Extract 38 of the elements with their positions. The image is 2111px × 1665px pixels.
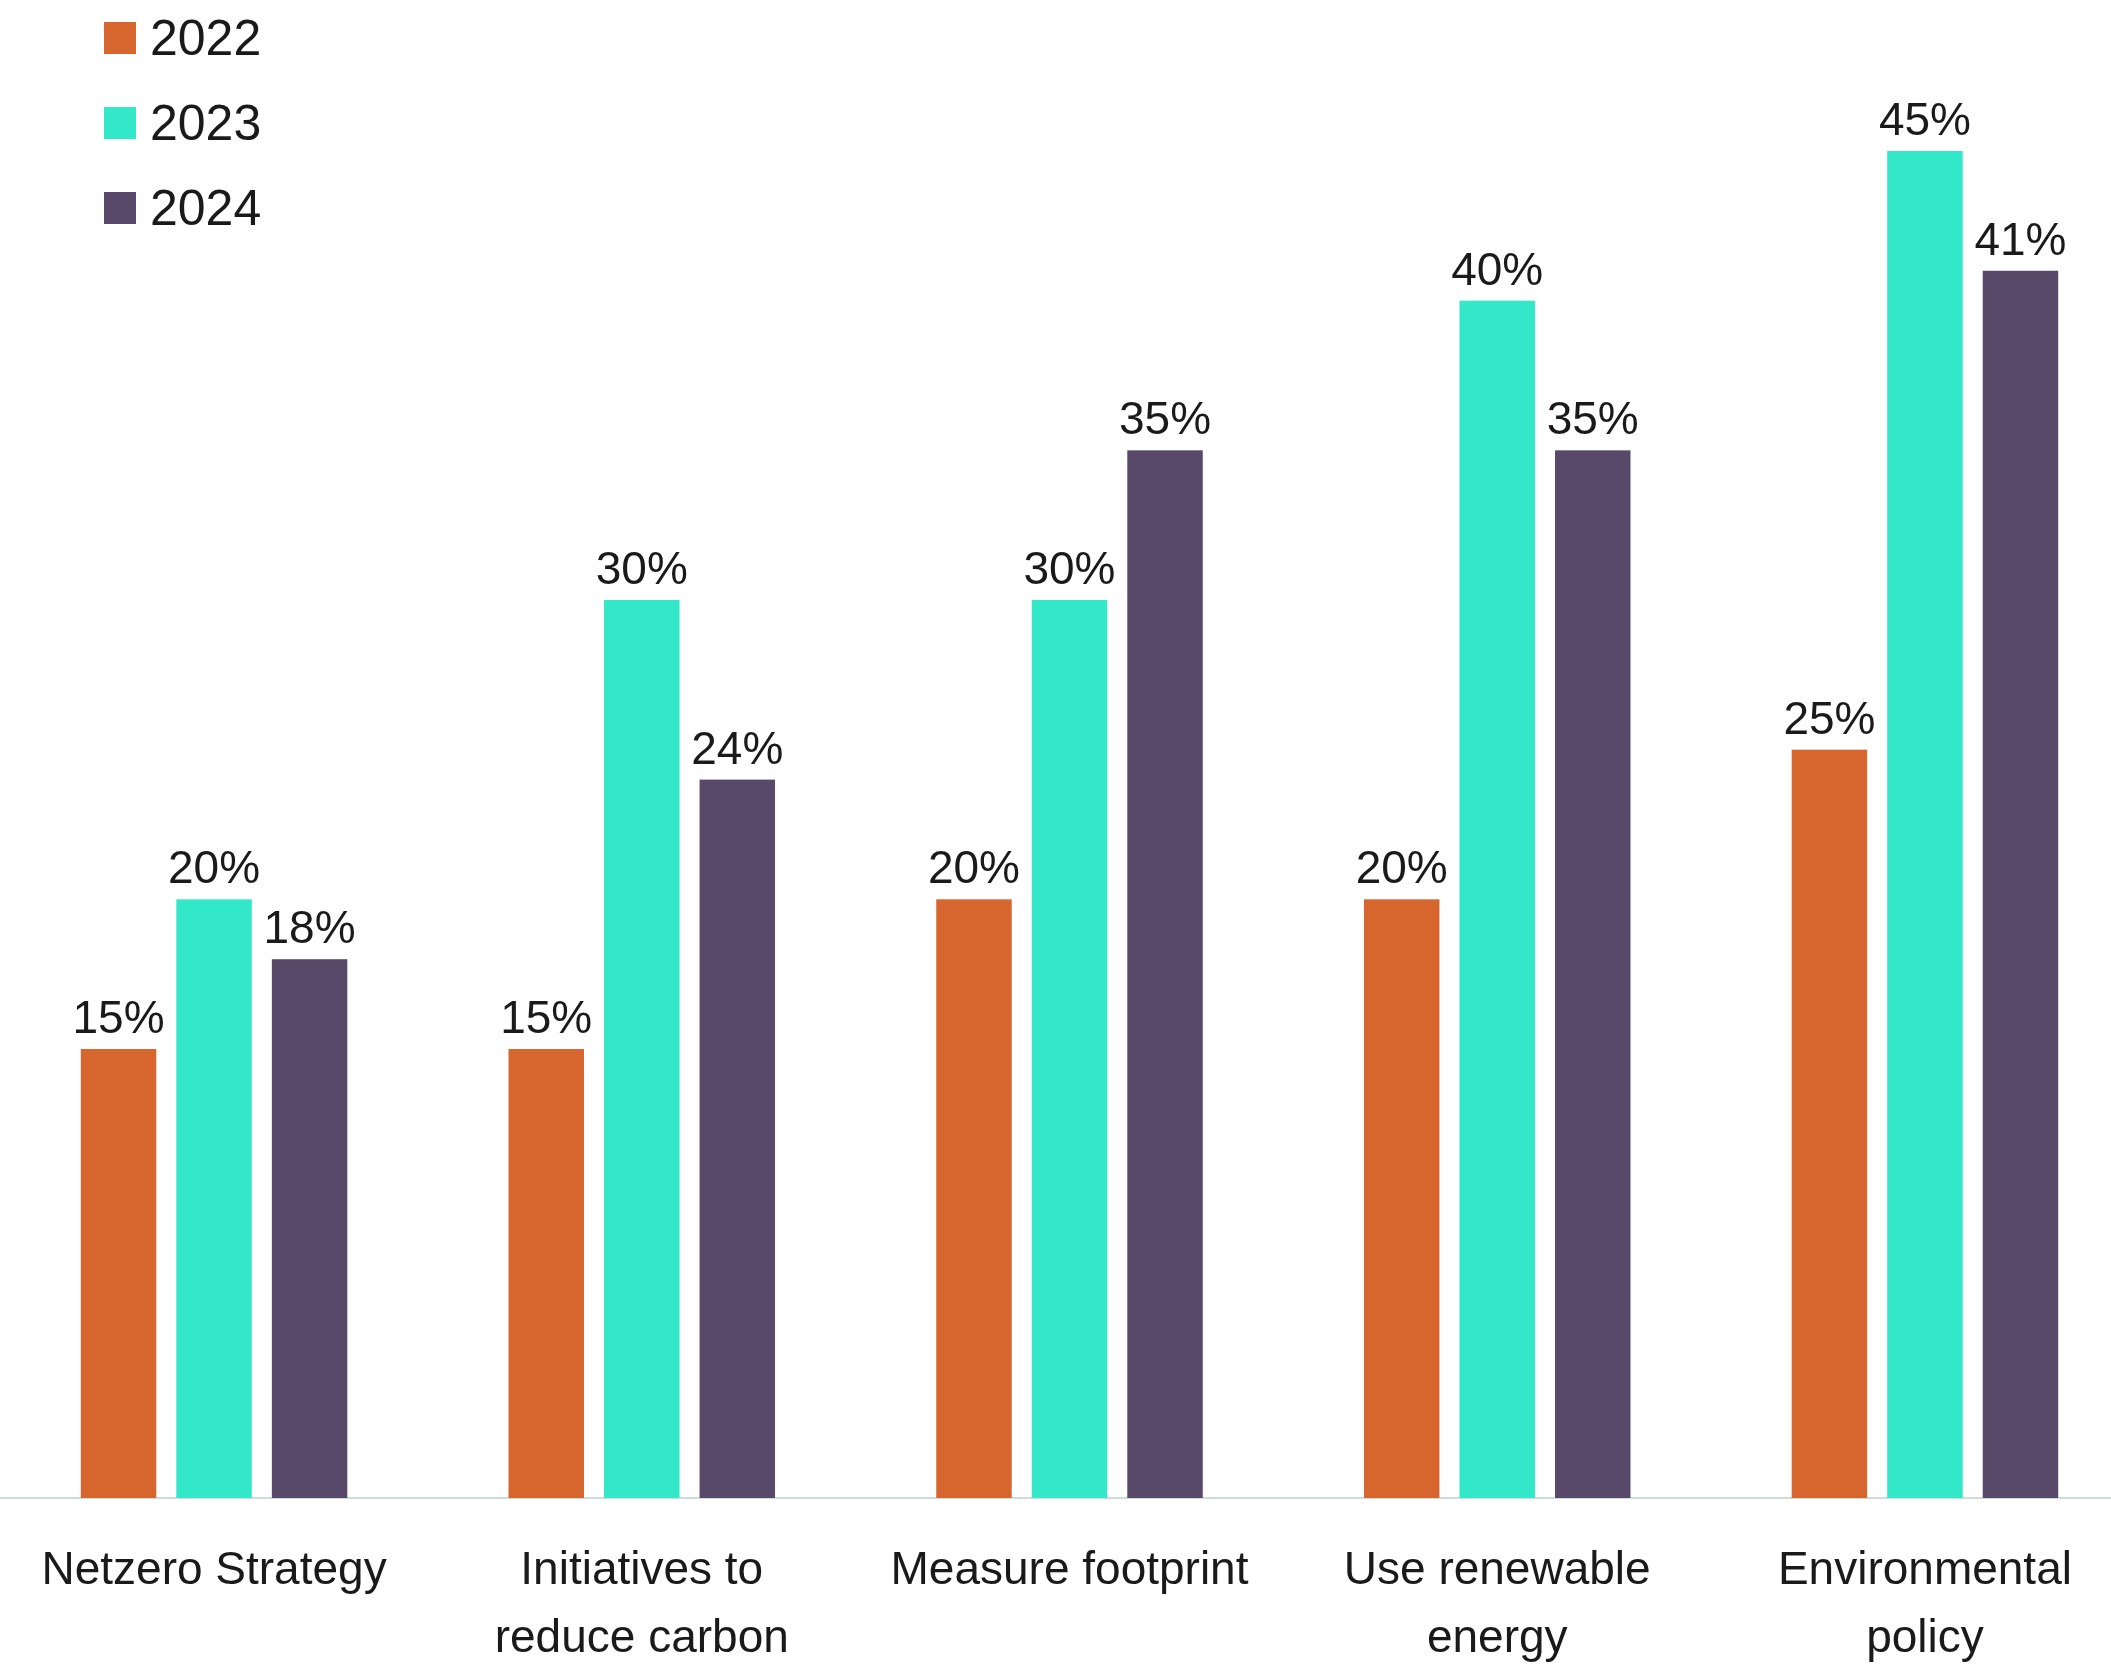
bar xyxy=(699,779,776,1498)
bar xyxy=(508,1049,584,1498)
bar xyxy=(1887,151,1963,1498)
data-label: 15% xyxy=(72,991,165,1043)
x-tick-label: Netzero Strategy xyxy=(41,1542,387,1594)
legend-label: 2023 xyxy=(150,95,262,151)
bar xyxy=(1982,270,2059,1498)
legend-label: 2022 xyxy=(150,10,262,66)
data-label: 15% xyxy=(500,991,593,1043)
x-tick-label: Use renewable energy xyxy=(1343,1542,1651,1662)
bar xyxy=(80,1049,157,1498)
data-label: 41% xyxy=(1974,212,2067,265)
data-label: 20% xyxy=(1355,841,1448,894)
bar xyxy=(1363,899,1440,1498)
bar xyxy=(604,600,680,1498)
data-label: 25% xyxy=(1783,691,1876,744)
bar xyxy=(1127,450,1203,1498)
data-label: 24% xyxy=(691,721,784,774)
x-tick-label: Initiatives to reduce carbon xyxy=(494,1542,789,1662)
data-label: 35% xyxy=(1546,392,1639,445)
bar xyxy=(1459,300,1535,1498)
bar xyxy=(176,899,252,1498)
bar xyxy=(1791,749,1868,1498)
bar xyxy=(936,899,1012,1498)
legend-label: 2024 xyxy=(150,180,262,236)
x-tick-label: Measure footprint xyxy=(890,1542,1249,1594)
data-label: 18% xyxy=(263,901,356,954)
data-label: 30% xyxy=(1023,542,1116,594)
bar xyxy=(1031,600,1108,1498)
data-label: 40% xyxy=(1451,242,1544,295)
bar xyxy=(271,959,348,1498)
data-label: 20% xyxy=(927,841,1021,894)
data-label: 35% xyxy=(1118,392,1212,445)
bar xyxy=(1555,450,1631,1498)
data-label: 45% xyxy=(1878,93,1971,145)
data-label: 20% xyxy=(168,841,261,894)
data-label: 30% xyxy=(595,542,688,594)
x-tick-label: Environmental policy xyxy=(1777,1542,2072,1662)
